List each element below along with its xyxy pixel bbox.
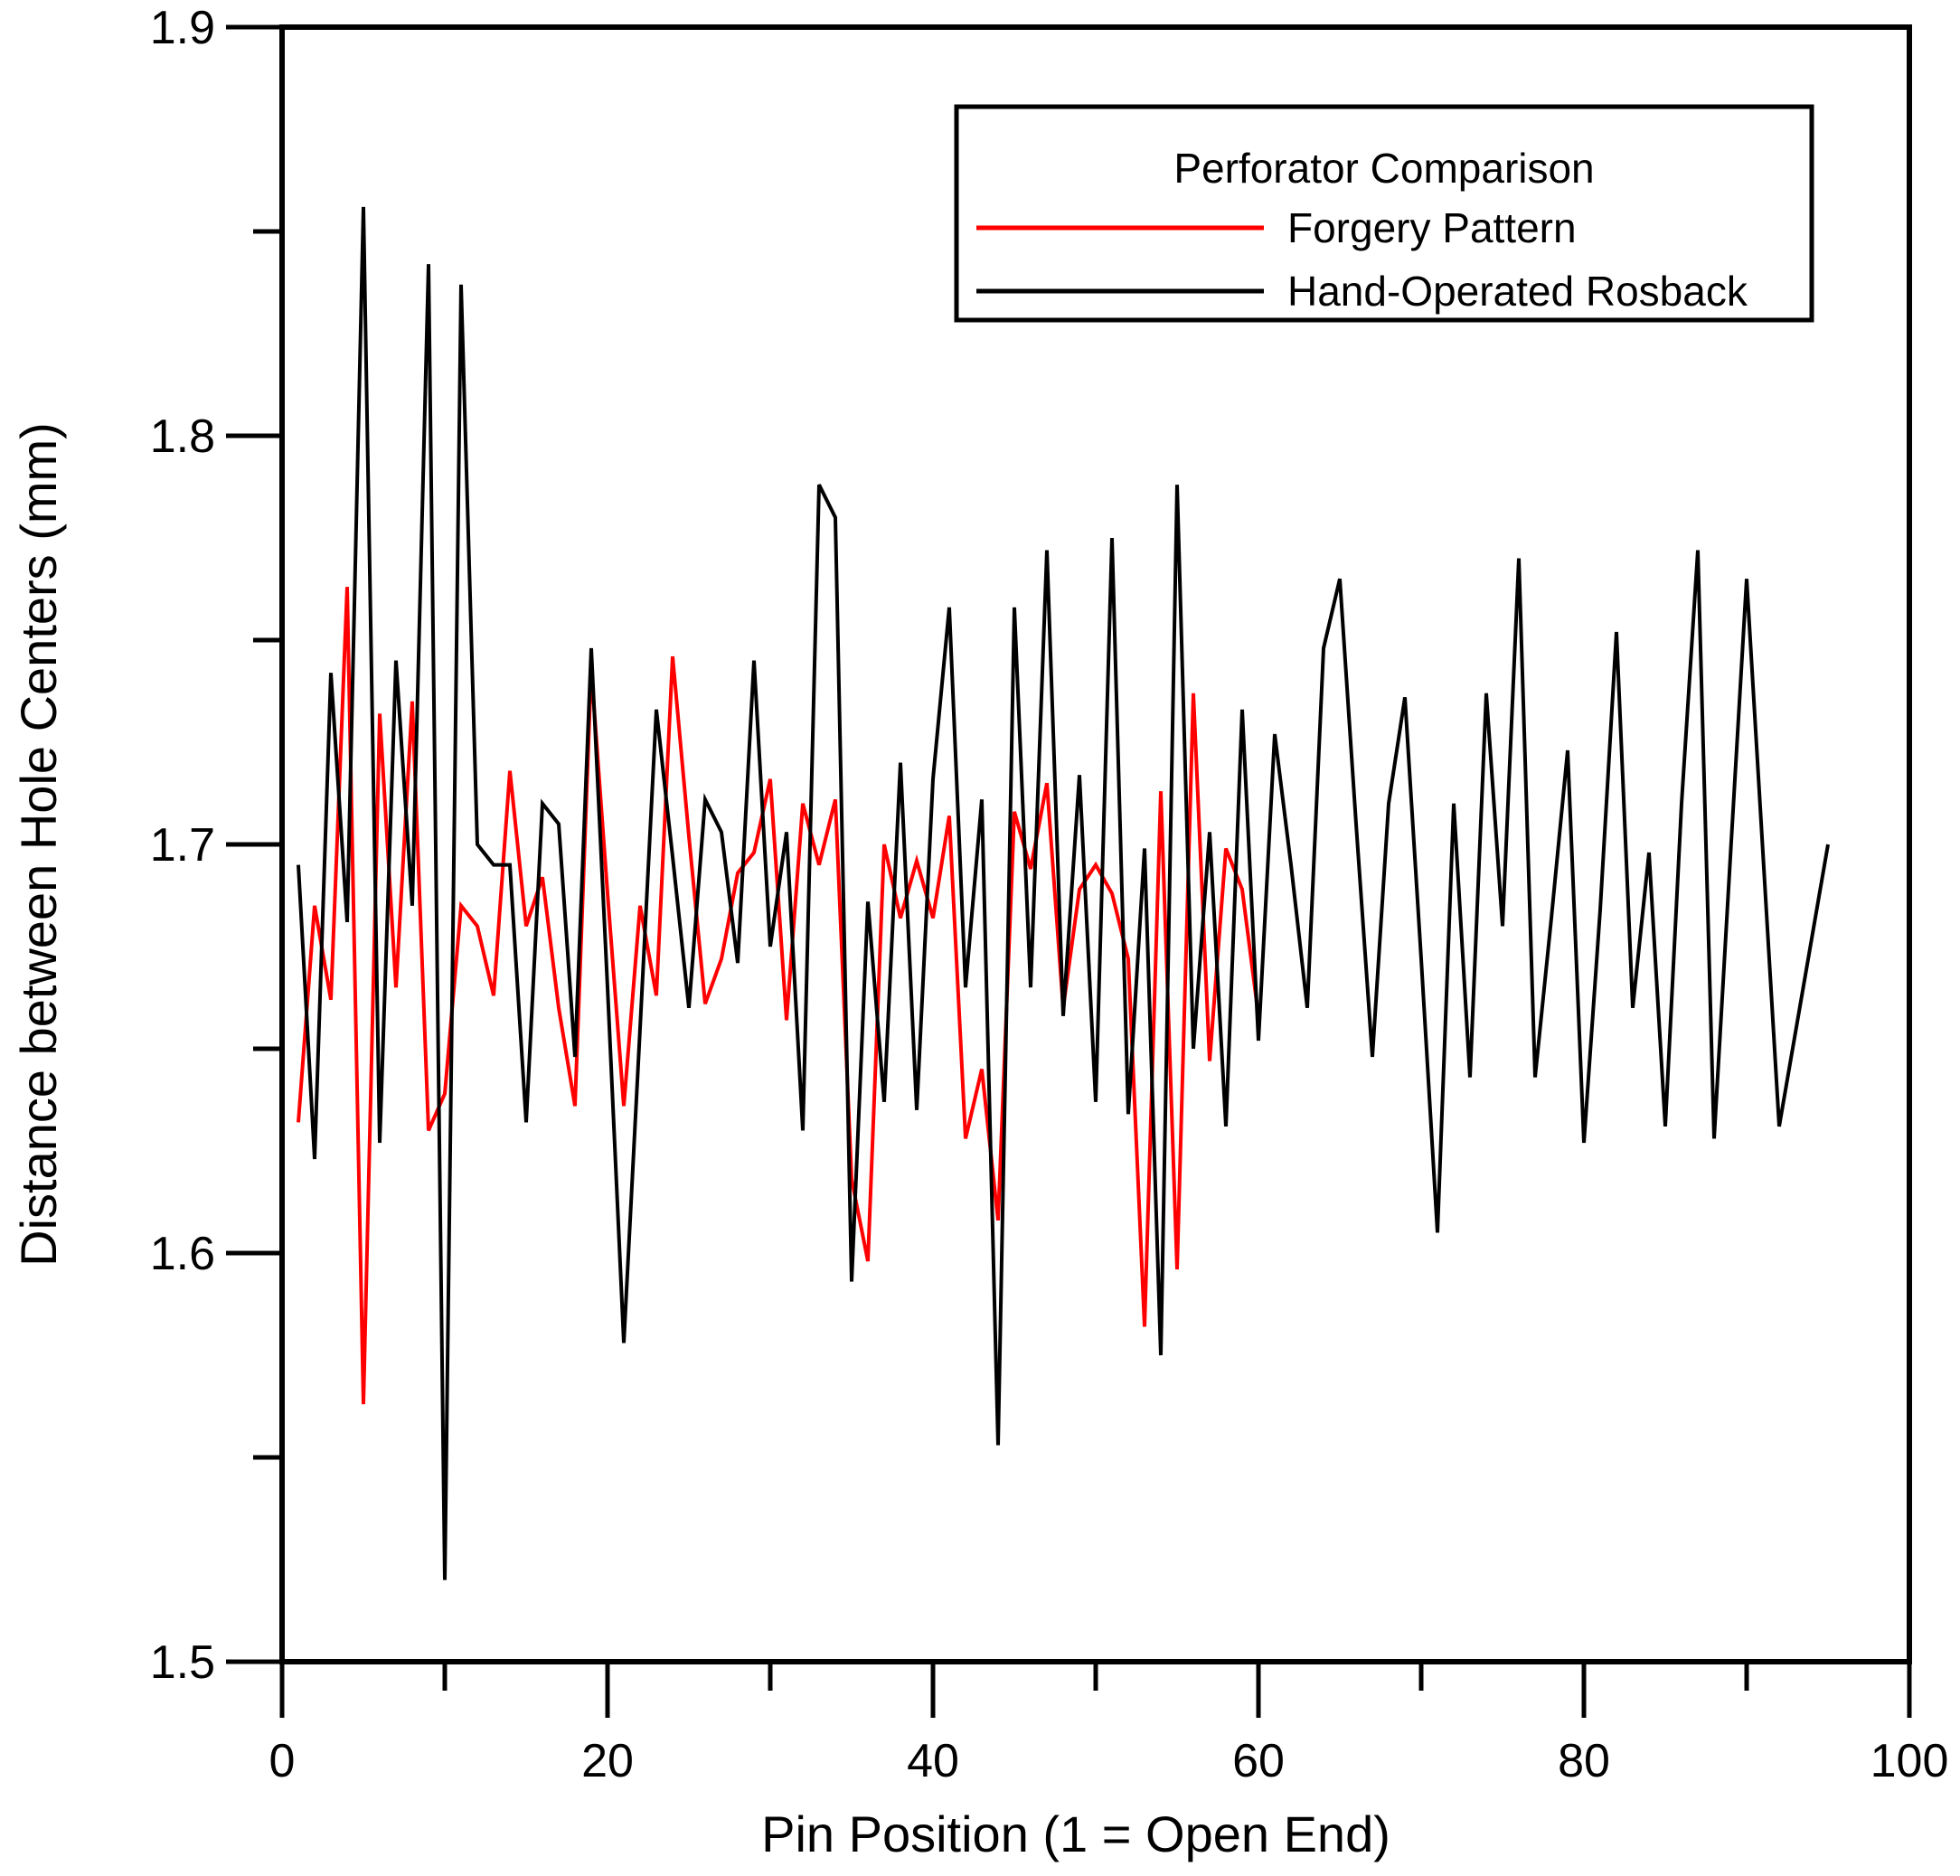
y-axis-tick-labels: 1.5 1.6 1.7 1.8 1.9 xyxy=(150,2,215,1689)
y-axis-title: Distance between Hole Centers (mm) xyxy=(10,422,67,1267)
x-axis-tick-labels: 0 20 40 60 80 100 xyxy=(269,1735,1949,1787)
x-tick-label: 20 xyxy=(581,1735,634,1787)
legend-box: Perforator Comparison Forgery Pattern Ha… xyxy=(954,104,1814,323)
x-tick-label: 40 xyxy=(907,1735,959,1787)
y-tick-label: 1.9 xyxy=(150,2,215,54)
y-tick-label: 1.8 xyxy=(150,410,215,463)
hand-operated-rosback-line xyxy=(297,206,1830,1580)
y-tick-label: 1.6 xyxy=(150,1228,215,1280)
axis-ticks xyxy=(226,24,1912,1718)
legend-border xyxy=(954,104,1814,323)
x-tick-label: 80 xyxy=(1558,1735,1610,1787)
x-axis-title: Pin Position (1 = Open End) xyxy=(761,1805,1390,1862)
legend-label-forgery: Forgery Pattern xyxy=(1287,204,1577,251)
legend-label-rosback: Hand-Operated Rosback xyxy=(1287,268,1748,315)
y-tick-label: 1.7 xyxy=(150,819,215,872)
x-tick-label: 60 xyxy=(1232,1735,1285,1787)
y-tick-label: 1.5 xyxy=(150,1636,215,1689)
x-tick-label: 0 xyxy=(269,1735,296,1787)
legend-title: Perforator Comparison xyxy=(1173,145,1594,192)
x-tick-label: 100 xyxy=(1870,1735,1949,1787)
